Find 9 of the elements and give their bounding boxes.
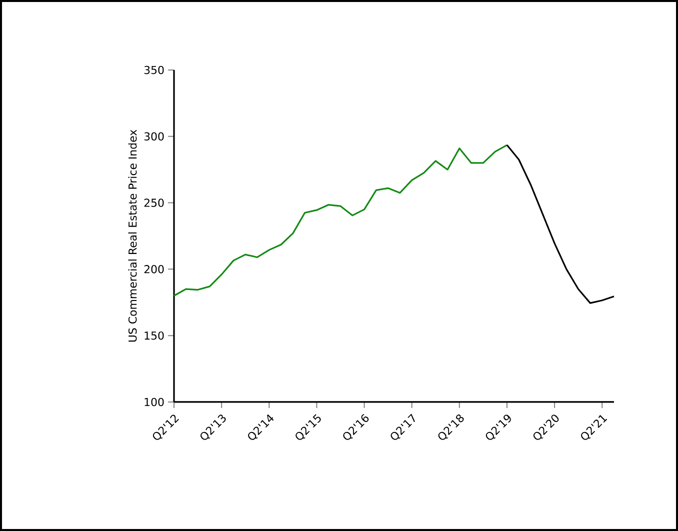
y-tick-label: 100: [144, 398, 164, 406]
y-tick-label: 150: [144, 331, 164, 340]
line-series: [173, 144, 508, 297]
y-tick-label: 250: [144, 198, 164, 207]
y-tick-label: 300: [144, 132, 164, 141]
y-tick-label: 200: [144, 265, 164, 274]
line-series: [506, 144, 615, 304]
y-tick-label: 350: [144, 66, 164, 74]
y-axis-title: US Commercial Real Estate Price Index: [128, 130, 137, 342]
